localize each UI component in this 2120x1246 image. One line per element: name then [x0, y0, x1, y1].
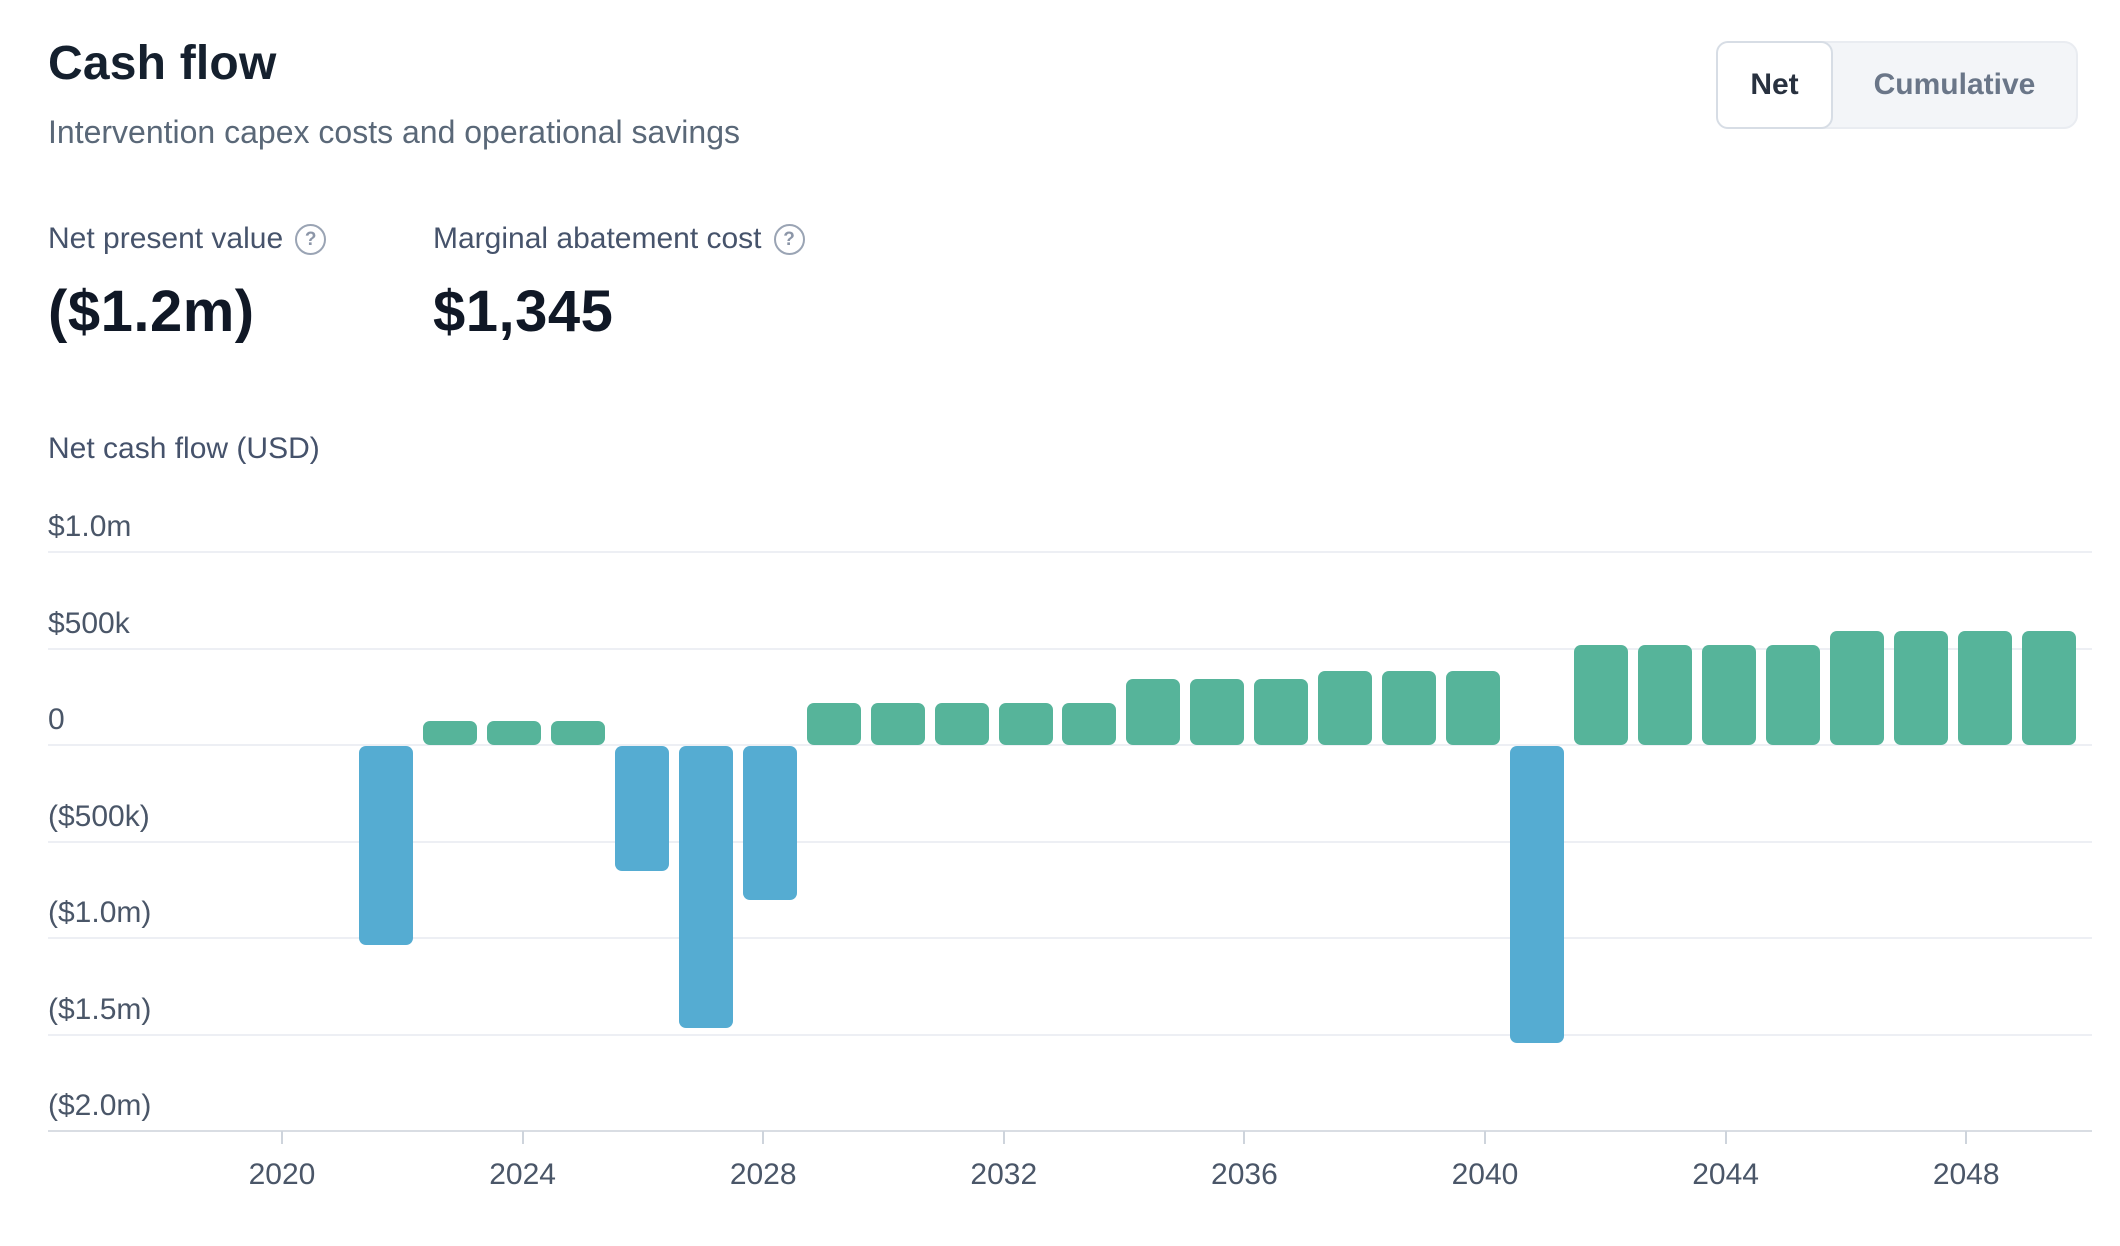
metric-value: ($1.2m) — [48, 279, 255, 344]
y-tick-label: $500k — [48, 606, 130, 640]
x-tick — [1484, 1131, 1486, 1144]
gridline — [48, 1033, 2092, 1036]
x-tick-label: 2040 — [1451, 1158, 1519, 1191]
x-tick — [1002, 1131, 1005, 1144]
bar-2048[interactable] — [1957, 631, 2012, 745]
x-tick — [1965, 1131, 1968, 1144]
y-axis-title: Net cash flow (USD) — [48, 432, 320, 465]
x-tick-label: 2032 — [970, 1158, 1038, 1191]
question-circle-icon[interactable]: ? — [773, 223, 805, 255]
bar-2028[interactable] — [678, 746, 733, 1028]
metric-marginal-abatement-cost: Marginal abatement cost ? $1,345 — [433, 222, 805, 345]
metric-net-present-value: Net present value ? ($1.2m) — [48, 222, 327, 345]
bar-2025[interactable] — [486, 720, 541, 745]
bar-2026[interactable] — [550, 720, 605, 745]
bar-2047[interactable] — [1893, 631, 1948, 745]
page-subtitle: Intervention capex costs and operational… — [48, 114, 740, 150]
x-tick — [1724, 1131, 1727, 1144]
x-tick — [521, 1131, 524, 1144]
bar-2037[interactable] — [1254, 679, 1309, 745]
question-circle-icon[interactable]: ? — [295, 223, 327, 255]
x-axis-line — [48, 1130, 2092, 1132]
x-tick-label: 2048 — [1932, 1158, 2000, 1191]
y-tick-label: ($1.0m) — [48, 896, 152, 929]
bar-2024[interactable] — [422, 720, 477, 745]
gridline — [48, 840, 2092, 843]
metric-label: Marginal abatement cost — [433, 222, 762, 255]
bar-2030[interactable] — [806, 702, 861, 745]
bar-2029[interactable] — [742, 746, 797, 901]
y-tick-label: ($500k) — [48, 799, 150, 833]
bar-2034[interactable] — [1062, 702, 1117, 745]
bar-2042[interactable] — [1574, 644, 1629, 745]
x-tick — [1243, 1131, 1246, 1144]
bar-2040[interactable] — [1446, 670, 1501, 745]
bar-2032[interactable] — [934, 702, 989, 745]
bar-2044[interactable] — [1701, 644, 1756, 745]
gridline — [48, 937, 2092, 939]
x-tick — [762, 1131, 765, 1144]
y-tick-label: $1.0m — [48, 510, 132, 543]
toggle-option-cumulative[interactable]: Cumulative — [1873, 68, 2036, 101]
bar-2045[interactable] — [1765, 644, 1820, 745]
x-tick-label: 2028 — [729, 1158, 797, 1191]
net-cumulative-toggle: Net Cumulative — [1716, 41, 2078, 129]
y-tick-label: ($1.5m) — [48, 992, 152, 1026]
bar-2035[interactable] — [1126, 679, 1181, 745]
x-tick-label: 2024 — [489, 1158, 556, 1191]
x-tick-label: 2036 — [1211, 1158, 1278, 1191]
bar-2027[interactable] — [614, 746, 669, 872]
bar-2046[interactable] — [1829, 631, 1884, 745]
gridline — [48, 551, 2092, 553]
bar-2033[interactable] — [998, 702, 1053, 745]
bar-2023[interactable] — [359, 746, 413, 945]
page-title: Cash flow — [48, 37, 277, 90]
bar-2038[interactable] — [1318, 670, 1373, 745]
y-tick-label: 0 — [48, 703, 65, 736]
gridline — [48, 647, 2092, 650]
toggle-option-net[interactable]: Net — [1716, 41, 1833, 129]
gridline — [48, 744, 2092, 746]
metric-label: Net present value — [48, 222, 284, 255]
bar-2041[interactable] — [1510, 746, 1565, 1044]
bar-2031[interactable] — [870, 702, 925, 745]
metric-value: $1,345 — [433, 279, 614, 344]
bar-2039[interactable] — [1382, 670, 1437, 745]
bar-2049[interactable] — [2021, 631, 2076, 745]
bar-2043[interactable] — [1638, 644, 1692, 745]
y-tick-label: ($2.0m) — [48, 1089, 152, 1122]
x-tick-label: 2044 — [1692, 1158, 1759, 1191]
x-tick-label: 2020 — [248, 1158, 316, 1191]
bar-2036[interactable] — [1190, 679, 1245, 745]
x-tick — [281, 1131, 283, 1144]
